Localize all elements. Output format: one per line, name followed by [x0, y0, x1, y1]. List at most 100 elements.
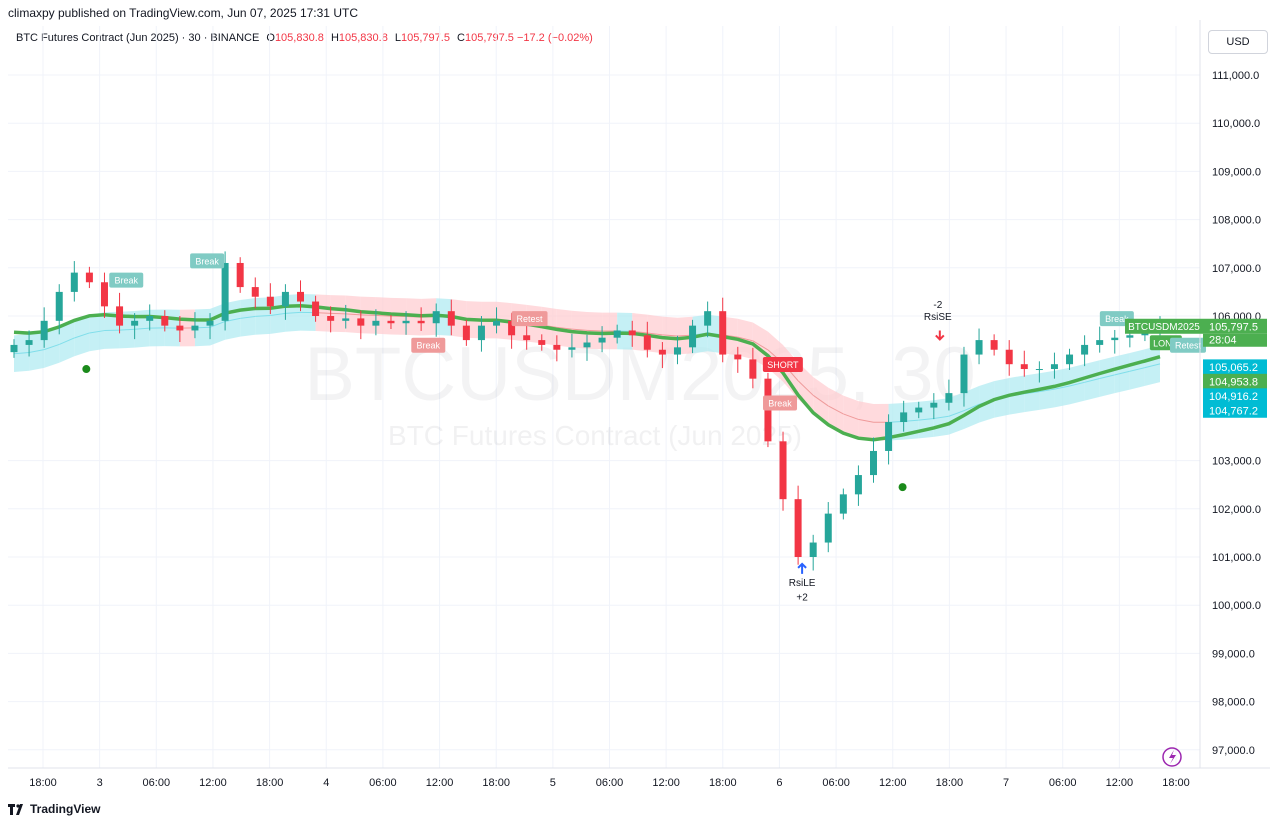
candle-body: [161, 316, 169, 326]
band-midline: [828, 405, 844, 415]
candle-body: [221, 262, 229, 321]
y-tick-label: 100,000.0: [1212, 600, 1261, 612]
candle-body: [794, 499, 802, 557]
candle-body: [281, 291, 289, 307]
ema-line: [13, 303, 1161, 442]
tradingview-logo-icon: [8, 803, 26, 815]
currency-button[interactable]: USD: [1208, 30, 1268, 54]
price-labels: BTCUSDM2025 105,797.528:04 105,065.2 104,95…: [1125, 318, 1267, 418]
candle-body: [402, 320, 410, 324]
band-midline: [556, 326, 572, 330]
footer-brand-text: TradingView: [30, 802, 101, 816]
candle-body: [839, 494, 847, 514]
candle-body: [357, 318, 365, 326]
band-midline: [1129, 367, 1146, 372]
candle-body: [327, 316, 335, 321]
x-tick-label: 18:00: [256, 777, 284, 789]
candle-body: [598, 337, 606, 343]
candle-body: [342, 318, 350, 321]
candle-body: [447, 311, 455, 326]
x-tick-label: 18:00: [482, 777, 510, 789]
break-tag-text: Break: [768, 399, 792, 409]
candle-body: [689, 325, 697, 348]
candle-body: [312, 301, 320, 316]
open-value: 105,830.8: [274, 32, 324, 44]
candle-body: [1111, 337, 1119, 341]
candle-body: [854, 475, 862, 495]
candle-body: [990, 340, 998, 350]
candle-body: [673, 347, 681, 355]
time-axis: 18:00 3 06:00 12:00 18:00 4 06:00 12:00 18:00 5 06…: [8, 767, 1270, 789]
price-label-text: 105,797.5: [1209, 321, 1258, 333]
x-tick-label: 18:00: [709, 777, 737, 789]
band-midline: [255, 315, 271, 317]
break-tag: Break: [109, 272, 144, 288]
band-midline: [933, 415, 949, 420]
candle-body: [779, 441, 787, 500]
candle-body: [432, 311, 440, 324]
candle-body: [1035, 369, 1043, 371]
candle-body: [704, 311, 712, 326]
candle-body: [191, 325, 199, 331]
signal-dot: [82, 365, 91, 374]
candle-body: [568, 347, 576, 350]
rsise-label: RsiSE: [924, 312, 952, 323]
y-tick-label: 101,000.0: [1212, 552, 1261, 564]
band-midline: [345, 313, 361, 316]
candle-body: [70, 272, 78, 292]
band-midline: [59, 337, 75, 345]
alert-icon[interactable]: [1162, 747, 1182, 767]
price-label: 105,065.2: [1203, 359, 1267, 375]
candle-body: [613, 330, 621, 338]
x-tick-label: 06:00: [1049, 777, 1077, 789]
band-midline: [797, 380, 814, 396]
retest-tag-text: Retest: [1175, 341, 1202, 351]
candle-body: [658, 349, 666, 355]
x-tick-label: 06:00: [822, 777, 850, 789]
band-midline: [812, 394, 829, 407]
rsise-count: -2: [933, 300, 942, 311]
band-midline: [74, 332, 90, 339]
band-midline: [1069, 381, 1085, 387]
y-tick-label: 111,000.0: [1212, 70, 1259, 82]
band-midline: [1114, 370, 1130, 376]
x-tick-label: 12:00: [426, 777, 454, 789]
band-midline: [918, 418, 934, 421]
candle-body: [885, 422, 893, 451]
band-midline: [571, 328, 588, 331]
candle-body: [417, 320, 425, 324]
rsile-label: RsiLE: [789, 578, 816, 589]
price-label: 104,916.2: [1203, 388, 1267, 404]
candle-body: [915, 407, 923, 413]
price-label: 104,767.2: [1203, 402, 1267, 418]
band-midline: [209, 320, 226, 328]
candle-body: [236, 262, 244, 288]
candle-body: [40, 320, 48, 341]
candle-body: [176, 325, 184, 331]
candle-body: [25, 340, 33, 345]
candle-body: [945, 393, 953, 403]
candle-body: [900, 412, 908, 423]
break-tag-text: Break: [195, 256, 219, 266]
candle-body: [870, 450, 877, 476]
band-midline: [586, 329, 603, 332]
x-tick-label: 12:00: [879, 777, 907, 789]
price-label-text: 104,916.2: [1209, 391, 1258, 403]
band-midline: [662, 334, 678, 337]
x-tick-label: 18:00: [936, 777, 964, 789]
break-tag: Break: [190, 253, 225, 269]
candle-body: [251, 287, 259, 297]
band-midline: [1054, 385, 1070, 390]
band-midline: [134, 327, 150, 330]
retest-tag-text: Retest: [517, 314, 544, 324]
high-label: H: [330, 32, 339, 44]
symbol-title: BTC Futures Contract (Jun 2025) · 30 · B…: [16, 32, 260, 44]
open-label: O: [266, 32, 275, 44]
band-midline: [1039, 388, 1055, 393]
rsile-count: +2: [796, 592, 808, 603]
band-midline: [225, 317, 241, 322]
candle-body: [824, 513, 832, 543]
band-midline: [270, 312, 286, 317]
band-midline: [240, 315, 256, 319]
